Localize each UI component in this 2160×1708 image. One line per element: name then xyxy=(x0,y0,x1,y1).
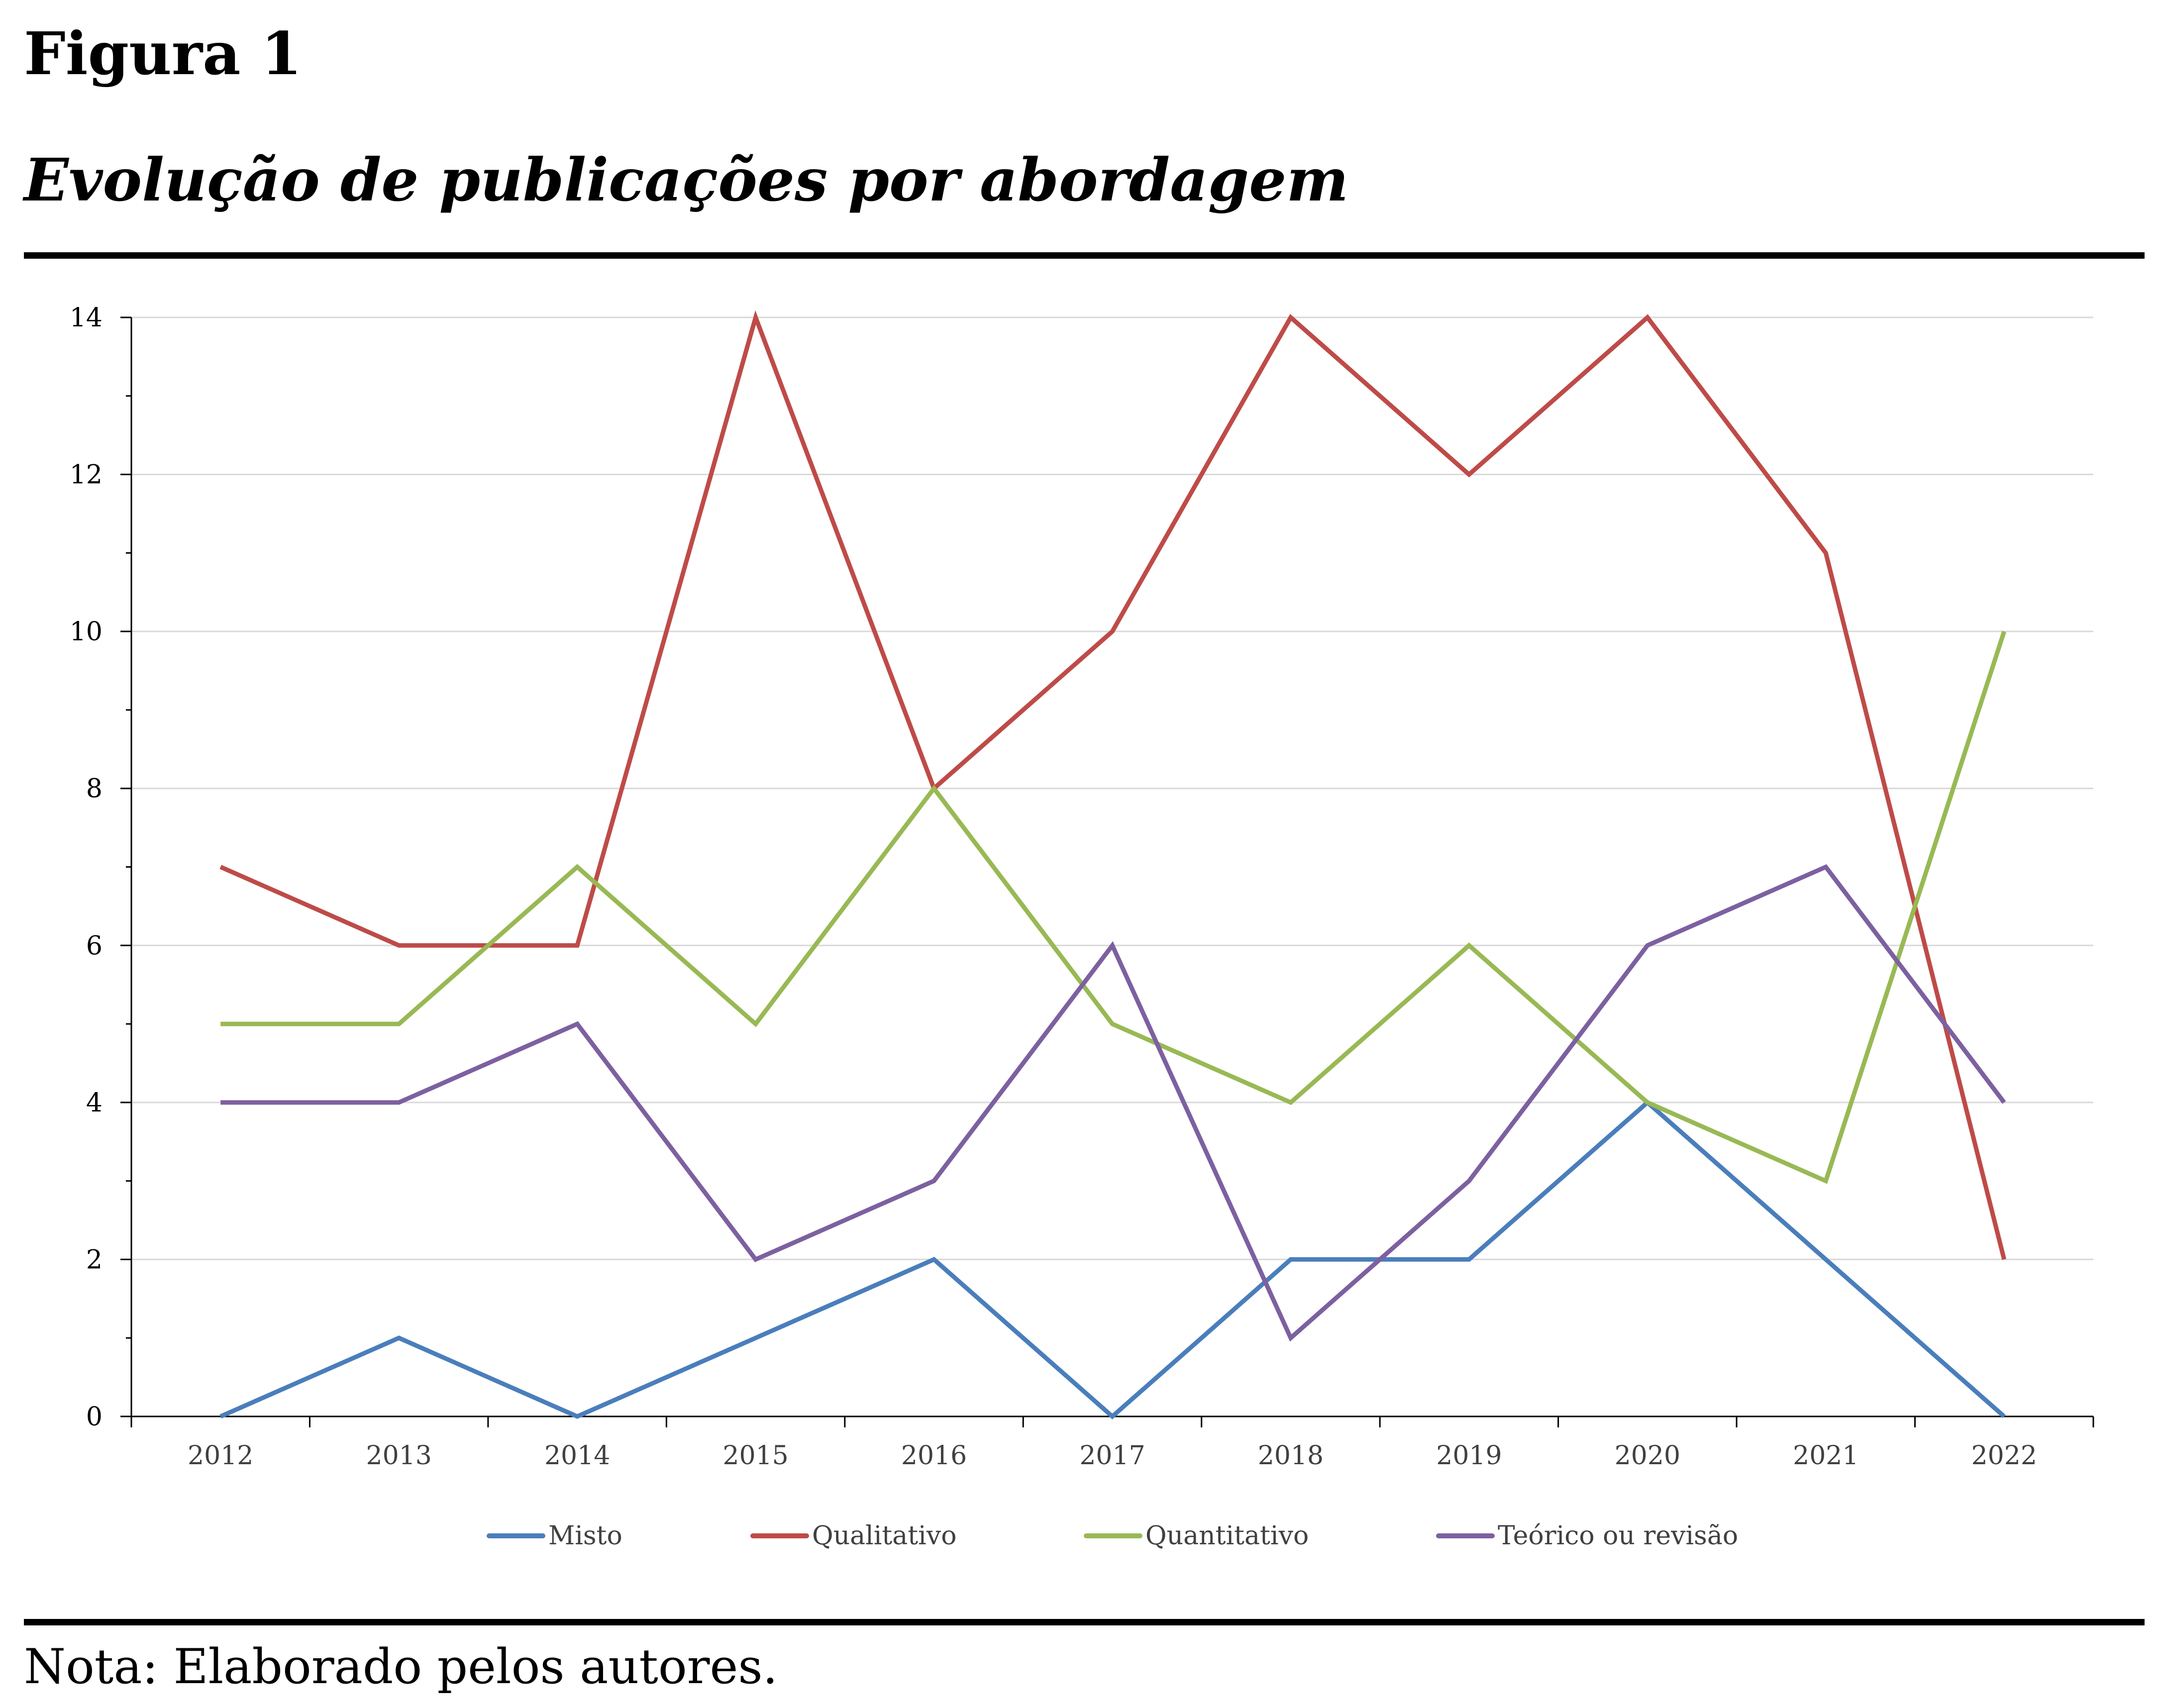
y-tick-label: 0 xyxy=(86,1402,103,1432)
series-line-teorico-ou-revisao xyxy=(220,864,2006,1342)
figure-label: Figura 1 xyxy=(24,19,302,88)
legend-swatch xyxy=(1436,1533,1495,1538)
series-line-quantitativo xyxy=(220,630,2007,1184)
x-tick-label: 2020 xyxy=(1615,1441,1680,1471)
figure-title: Evolução de publicações por abordagem xyxy=(24,145,1349,214)
figure-note: Nota: Elaborado pelos autores. xyxy=(24,1639,778,1695)
legend-swatch xyxy=(750,1533,809,1538)
y-tick-label: 12 xyxy=(70,460,103,490)
y-tick-label: 4 xyxy=(86,1088,103,1118)
x-tick-label: 2021 xyxy=(1793,1441,1858,1471)
x-tick-label: 2019 xyxy=(1436,1441,1502,1471)
tick-labels: 0 2 4 6 8 10 12 14 2012 2013 2014 2015 2016 2017 2018 2… xyxy=(70,303,2037,1471)
y-tick-label: 8 xyxy=(86,774,103,804)
line-chart: 0 2 4 6 8 10 12 14 2012 2013 2014 2015 2016 2017 2018 2… xyxy=(70,303,2094,1471)
series-line-misto xyxy=(219,1099,2006,1419)
bottom-rule xyxy=(24,1619,2145,1625)
top-rule xyxy=(24,252,2145,259)
legend-item: Qualitativo xyxy=(750,1513,957,1558)
legend-label: Teórico ou revisão xyxy=(1498,1521,1739,1551)
gridlines xyxy=(131,316,2093,1260)
y-tick-label: 10 xyxy=(70,617,103,647)
legend-label: Quantitativo xyxy=(1145,1521,1309,1551)
x-tick-label: 2015 xyxy=(722,1441,788,1471)
legend-swatch xyxy=(487,1533,545,1538)
x-tick-label: 2017 xyxy=(1079,1441,1145,1471)
legend-label: Misto xyxy=(548,1521,622,1551)
y-tick-label: 6 xyxy=(86,931,103,961)
x-tick-label: 2012 xyxy=(188,1441,253,1471)
series-line-qualitativo xyxy=(219,310,2007,1260)
series-lines xyxy=(219,310,2007,1419)
legend-item: Teórico ou revisão xyxy=(1436,1513,1738,1558)
chart-legend: Misto Qualitativo Quantitativo Teórico ou r… xyxy=(0,1513,2160,1558)
x-tick-label: 2016 xyxy=(901,1441,967,1471)
y-tick-label: 14 xyxy=(70,303,103,333)
x-tick-label: 2018 xyxy=(1258,1441,1324,1471)
y-tick-label: 2 xyxy=(86,1245,103,1275)
x-tick-label: 2013 xyxy=(366,1441,432,1471)
axes xyxy=(120,316,2094,1427)
x-tick-label: 2022 xyxy=(1971,1441,2037,1471)
legend-swatch xyxy=(1084,1533,1142,1538)
x-tick-label: 2014 xyxy=(544,1441,610,1471)
legend-item: Misto xyxy=(487,1513,622,1558)
legend-item: Quantitativo xyxy=(1084,1513,1309,1558)
legend-label: Qualitativo xyxy=(812,1521,957,1551)
